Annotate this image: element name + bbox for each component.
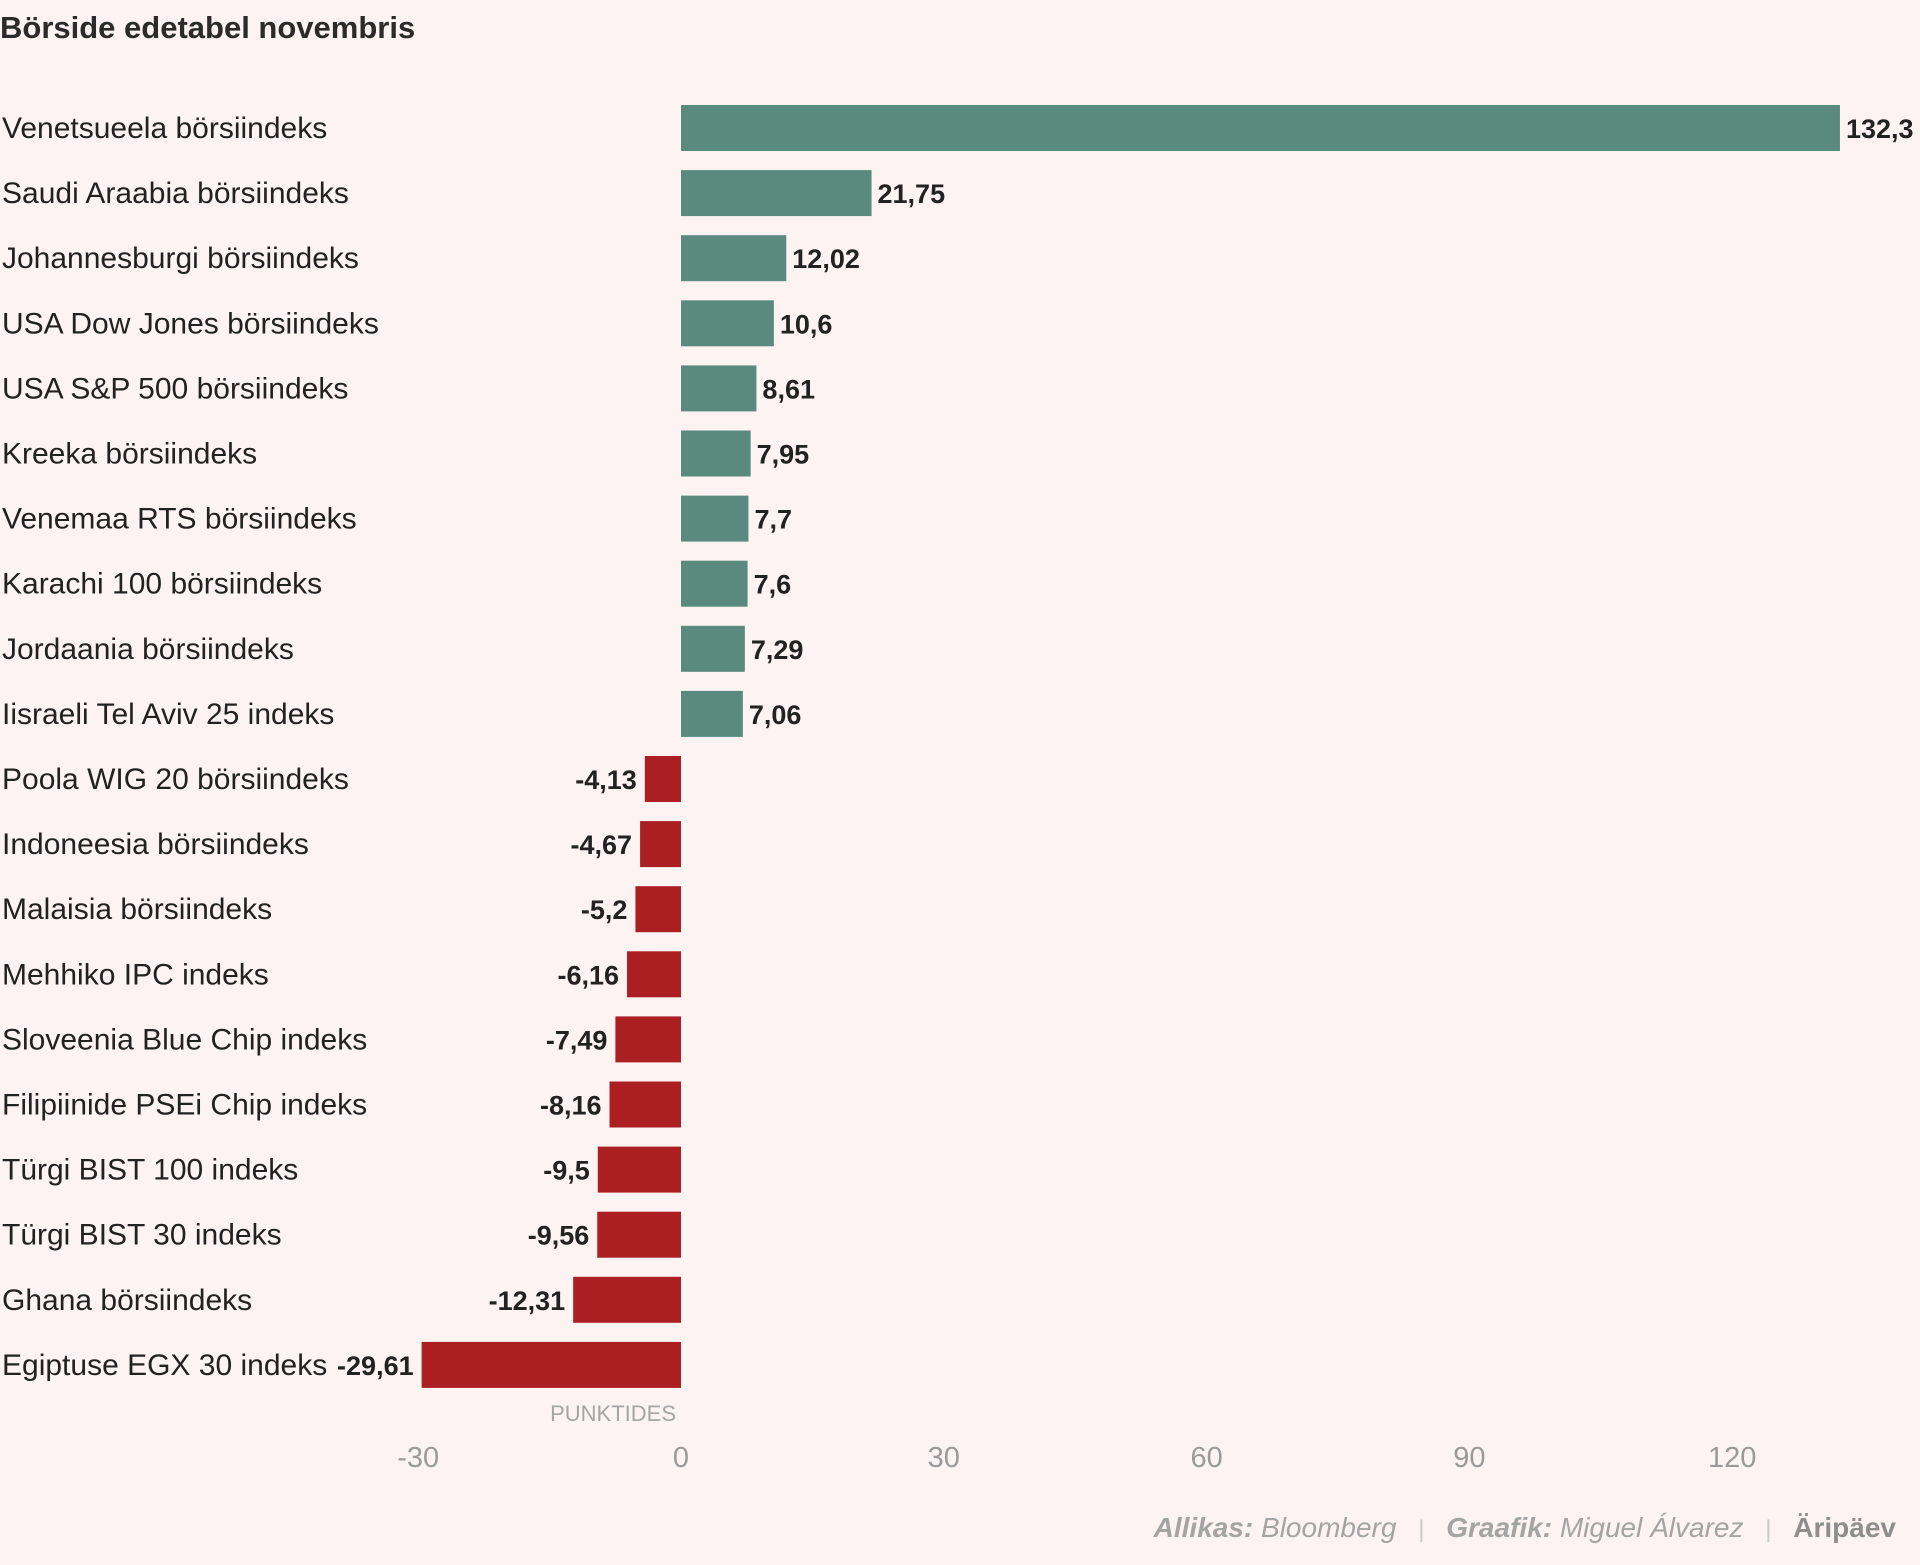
negative-bar	[597, 1211, 681, 1258]
x-tick-label: 60	[1190, 1442, 1222, 1474]
bar-chart: Venetsueela börsiindeks 132,3 Saudi Araabi…	[2, 105, 1914, 1474]
value-label: -5,2	[581, 895, 628, 925]
credits: Allikas: Bloomberg | Graafik: Miguel Álv…	[1154, 1512, 1896, 1544]
category-label: Mehhiko IPC indeks	[2, 958, 269, 991]
value-label: 10,6	[780, 309, 833, 339]
chart-title: Börside edetabel novembris	[0, 10, 416, 45]
negative-bar	[573, 1276, 681, 1323]
graphic-value: Miguel Álvarez	[1559, 1512, 1744, 1543]
negative-bar	[640, 821, 681, 868]
negative-bar	[615, 1016, 681, 1063]
value-label: 7,95	[757, 440, 810, 470]
value-label: -4,13	[575, 765, 637, 795]
negative-bar	[609, 1081, 681, 1128]
category-label: Johannesburgi börsiindeks	[2, 242, 359, 275]
positive-bar	[681, 170, 872, 217]
category-label: Venetsueela börsiindeks	[2, 112, 327, 145]
value-label: -9,5	[543, 1156, 590, 1186]
x-tick-label: 90	[1453, 1442, 1485, 1474]
positive-bar	[681, 690, 743, 737]
negative-bar	[597, 1146, 681, 1193]
category-label: Malaisia börsiindeks	[2, 893, 272, 926]
category-label: Ghana börsiindeks	[2, 1284, 252, 1317]
x-tick-label: 120	[1708, 1442, 1756, 1474]
value-label: 12,02	[792, 244, 860, 274]
x-tick-label: 30	[928, 1442, 960, 1474]
category-label: USA S&P 500 börsiindeks	[2, 372, 348, 405]
positive-bar	[681, 625, 745, 672]
positive-bar	[681, 560, 748, 607]
value-label: 7,29	[751, 635, 804, 665]
category-label: Indoneesia börsiindeks	[2, 828, 309, 861]
graphic-key: Graafik:	[1446, 1512, 1553, 1543]
brand-logo: Äripäev	[1793, 1512, 1896, 1543]
category-label: Jordaania börsiindeks	[2, 633, 294, 666]
value-label: -7,49	[546, 1025, 608, 1055]
category-label: Filipiinide PSEi Chip indeks	[2, 1089, 367, 1122]
credits-separator: |	[1418, 1516, 1425, 1543]
x-tick-label: 0	[673, 1442, 689, 1474]
category-label: Iisraeli Tel Aviv 25 indeks	[2, 698, 334, 731]
category-label: Egiptuse EGX 30 indeks	[2, 1349, 327, 1382]
positive-bar	[681, 365, 757, 412]
value-label: 7,7	[754, 505, 792, 535]
value-label: 7,06	[749, 700, 802, 730]
category-label: Sloveenia Blue Chip indeks	[2, 1023, 367, 1056]
positive-bar	[681, 430, 751, 477]
negative-bar	[635, 886, 681, 933]
category-label: Kreeka börsiindeks	[2, 438, 257, 471]
credits-separator: |	[1765, 1516, 1772, 1543]
value-label: 8,61	[762, 374, 815, 404]
category-label: Türgi BIST 30 indeks	[2, 1219, 282, 1252]
positive-bar	[681, 495, 749, 542]
value-label: -29,61	[337, 1351, 414, 1381]
category-label: Karachi 100 börsiindeks	[2, 568, 322, 601]
value-label: -6,16	[557, 960, 619, 990]
category-label: Venemaa RTS börsiindeks	[2, 503, 357, 536]
x-tick-label: -30	[397, 1442, 439, 1474]
value-label: 7,6	[754, 570, 792, 600]
value-label: -8,16	[540, 1091, 602, 1121]
negative-bar	[421, 1341, 681, 1388]
positive-bar	[681, 105, 1840, 151]
positive-bar	[681, 235, 787, 282]
negative-bar	[644, 756, 681, 802]
category-label: Saudi Araabia börsiindeks	[2, 177, 349, 210]
category-label: USA Dow Jones börsiindeks	[2, 307, 379, 340]
value-label: -12,31	[489, 1286, 566, 1316]
source-value: Bloomberg	[1261, 1512, 1397, 1543]
source-key: Allikas:	[1153, 1512, 1254, 1543]
value-label: 132,3	[1846, 114, 1914, 144]
category-label: Poola WIG 20 börsiindeks	[2, 763, 349, 796]
axis-unit-label: PUNKTIDES	[550, 1401, 676, 1426]
value-label: -4,67	[571, 830, 633, 860]
negative-bar	[627, 951, 681, 998]
value-label: 21,75	[878, 179, 946, 209]
value-label: -9,56	[528, 1221, 590, 1251]
positive-bar	[681, 300, 774, 347]
category-label: Türgi BIST 100 indeks	[2, 1154, 298, 1187]
